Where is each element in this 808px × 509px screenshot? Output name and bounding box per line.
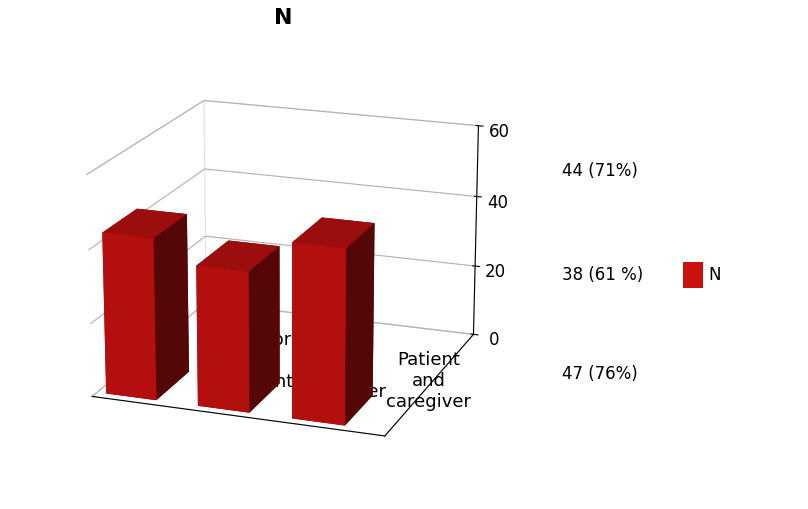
Text: 38 (61 %): 38 (61 %) — [562, 266, 643, 284]
Title: N: N — [274, 8, 292, 27]
Text: 44 (71%): 44 (71%) — [562, 161, 638, 180]
Text: N: N — [709, 266, 721, 284]
Text: 47 (76%): 47 (76%) — [562, 365, 638, 383]
